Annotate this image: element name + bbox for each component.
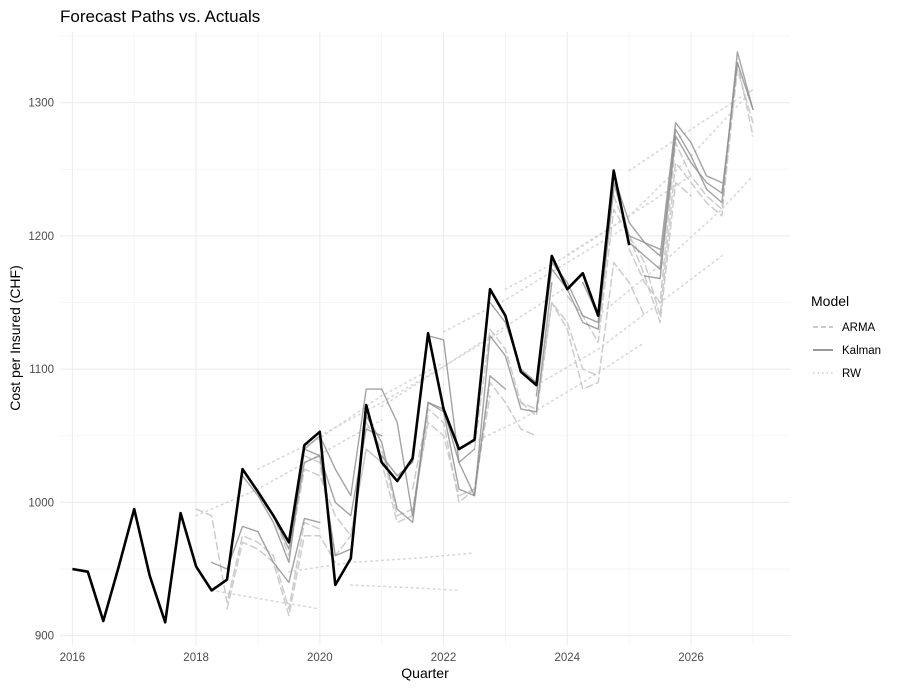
x-tick-label: 2022 — [431, 652, 457, 664]
legend-label: ARMA — [842, 322, 876, 334]
legend-title: Model — [811, 293, 849, 309]
arma-forecast-path — [520, 261, 646, 417]
kalman-forecast-path — [643, 61, 754, 280]
rw-forecast-path — [349, 584, 460, 592]
x-tick-label: 2026 — [678, 652, 704, 664]
rw-forecast-path — [195, 418, 383, 517]
actual-series — [72, 169, 631, 624]
arma-forecast-path — [628, 68, 754, 304]
y-tick-label: 1100 — [29, 364, 54, 376]
kalman-forecast-paths — [210, 51, 754, 584]
x-tick-labels: 2016 2018 2020 2022 2024 2026 — [60, 652, 704, 664]
x-tick-label: 2020 — [307, 652, 333, 664]
x-axis-title: Quarter — [401, 665, 449, 681]
legend-label: RW — [842, 368, 861, 380]
x-tick-label: 2016 — [60, 652, 86, 664]
grid — [60, 32, 790, 645]
actual-line — [72, 169, 631, 624]
legend-item-rw: RW — [813, 368, 861, 380]
y-axis-title: Cost per Insured (CHF) — [7, 265, 23, 410]
rw-forecast-path — [442, 224, 631, 333]
chart-title: Forecast Paths vs. Actuals — [60, 7, 260, 26]
kalman-forecast-path — [350, 401, 476, 557]
y-tick-label: 1200 — [28, 231, 54, 243]
kalman-forecast-path — [535, 181, 661, 397]
legend-label: Kalman — [842, 345, 881, 357]
legend: Model ARMA Kalman RW — [811, 293, 881, 380]
y-tick-labels: 900 1000 1100 1200 1300 — [28, 98, 54, 643]
kalman-forecast-path — [427, 281, 553, 497]
legend-item-kalman: Kalman — [813, 345, 881, 357]
rw-forecast-path — [288, 552, 476, 573]
rw-forecast-path — [210, 589, 321, 610]
arma-forecast-path — [365, 395, 491, 517]
rw-forecast-path — [566, 88, 754, 256]
rw-forecast-path — [504, 175, 692, 291]
rw-forecast-path — [318, 328, 507, 437]
y-tick-label: 1000 — [28, 497, 54, 509]
x-tick-label: 2024 — [554, 652, 580, 664]
rw-forecast-path — [597, 175, 754, 317]
arma-forecast-path — [226, 534, 337, 617]
rw-forecast-path — [535, 255, 723, 386]
rw-forecast-path — [458, 341, 646, 450]
arma-forecast-paths — [195, 61, 754, 617]
rw-forecast-path — [380, 285, 569, 408]
y-tick-label: 1300 — [28, 98, 54, 110]
arma-forecast-path — [257, 448, 383, 557]
kalman-forecast-path — [303, 388, 429, 517]
rw-forecast-paths — [195, 88, 754, 610]
x-tick-label: 2018 — [183, 652, 209, 664]
rw-forecast-path — [257, 361, 445, 470]
legend-item-arma: ARMA — [813, 322, 876, 334]
arma-forecast-path — [195, 508, 321, 610]
y-tick-label: 900 — [35, 631, 54, 643]
